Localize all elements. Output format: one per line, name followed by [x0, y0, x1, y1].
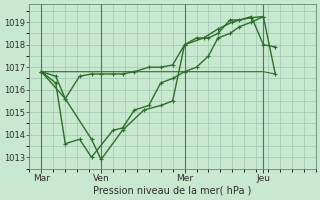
X-axis label: Pression niveau de la mer( hPa ): Pression niveau de la mer( hPa )	[93, 186, 252, 196]
